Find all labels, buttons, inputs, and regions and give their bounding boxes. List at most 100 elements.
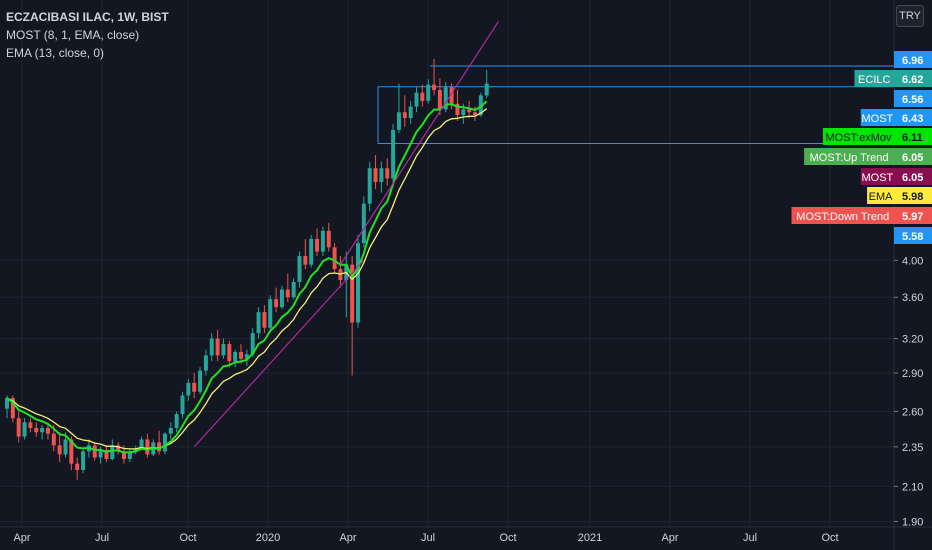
candle-body	[10, 398, 15, 419]
price-label-value: 6.43	[902, 113, 923, 125]
price-label-value-bg	[894, 90, 932, 107]
candle-body	[274, 299, 279, 308]
candle-body	[98, 449, 103, 458]
candle-body	[303, 255, 308, 265]
candle-body	[239, 351, 243, 359]
price-label: 6.62 ECILC	[854, 70, 932, 87]
horizontal-lines	[377, 65, 894, 144]
candle-body	[92, 445, 97, 458]
price-label-value-bg	[894, 207, 932, 224]
price-labels: 6.966.62ECILC6.566.43MOST6.11MOST:exMov6…	[791, 51, 932, 244]
candle-body	[127, 451, 132, 460]
candle-body	[168, 427, 173, 434]
candle-body	[186, 382, 191, 396]
price-label-name: ECILC	[858, 74, 890, 86]
candle-body	[285, 289, 290, 298]
candle-body	[221, 344, 226, 356]
candle-body	[192, 382, 197, 392]
candle-body	[437, 89, 442, 110]
candle-body	[408, 106, 413, 119]
candle-body	[63, 439, 68, 455]
candle-body	[309, 239, 314, 265]
candle-body	[16, 418, 21, 437]
price-label-value: 6.56	[902, 94, 923, 106]
candle-body	[145, 439, 150, 455]
price-label: 5.58	[894, 227, 932, 244]
candle-body	[104, 449, 109, 460]
candle-body	[420, 92, 425, 101]
x-tick-label: Oct	[499, 532, 516, 544]
candle-body	[385, 168, 390, 179]
price-label: 6.96	[894, 51, 932, 68]
candle-body	[432, 84, 437, 90]
candle-body	[180, 395, 185, 415]
price-label-value-bg	[894, 148, 932, 165]
legend-ema: EMA (13, close, 0)	[6, 46, 105, 60]
currency-button[interactable]: TRY	[896, 5, 924, 27]
price-label: 6.11 MOST:exMov	[823, 128, 932, 145]
candle-body	[28, 422, 33, 428]
candle-body	[484, 83, 489, 96]
chart-legend: ECZACIBASI ILAC, 1W, BIST MOST (8, 1, EM…	[6, 8, 169, 62]
x-tick-label: Apr	[661, 532, 678, 544]
candle-body	[198, 370, 203, 392]
candle-body	[443, 87, 448, 110]
y-tick-label: 3.60	[902, 292, 923, 304]
y-tick-label: 4.00	[902, 255, 923, 267]
candle-body	[110, 445, 115, 460]
candle-body	[279, 289, 284, 308]
candle-body	[291, 281, 296, 298]
candle-body	[133, 448, 138, 452]
legend-symbol: ECZACIBASI ILAC, 1W, BIST	[6, 10, 169, 24]
candle-body	[51, 433, 56, 446]
price-label-value-bg	[894, 51, 932, 68]
candle-body	[157, 442, 162, 452]
indicators	[6, 100, 488, 454]
price-label-value: 5.97	[902, 211, 923, 223]
price-label: 6.43 MOST	[860, 109, 932, 126]
candle-body	[455, 103, 460, 116]
candle-body	[69, 439, 74, 464]
candle-body	[40, 427, 45, 433]
candle-body	[75, 463, 80, 470]
price-label-name: MOST:exMov	[825, 132, 892, 144]
price-label-value: 6.96	[902, 55, 923, 67]
candle-body	[22, 422, 27, 437]
price-label: 5.98 EMA	[867, 187, 932, 204]
candle-body	[467, 109, 472, 113]
candle-body	[461, 109, 466, 116]
price-label-name-bg	[823, 128, 894, 145]
candle-body	[203, 355, 208, 371]
candle-body	[391, 129, 396, 179]
price-label-value: 6.05	[902, 172, 923, 184]
y-tick-label: 2.60	[902, 406, 923, 418]
candle-body	[262, 312, 267, 328]
y-tick-label: 1.90	[902, 516, 923, 528]
price-label-value-bg	[894, 128, 932, 145]
y-tick-label: 2.10	[902, 481, 923, 493]
candle-body	[373, 168, 378, 182]
price-label-value: 6.11	[902, 132, 923, 144]
candle-body	[367, 168, 372, 204]
price-label-name-bg	[860, 109, 894, 126]
x-tick-label: Apr	[13, 532, 30, 544]
price-label: 6.05 MOST:Up Trend	[804, 148, 932, 165]
candle-body	[356, 243, 360, 323]
candle-body	[473, 112, 477, 116]
price-label-name-bg	[791, 207, 894, 224]
candle-body	[57, 445, 62, 455]
price-label-name-bg	[854, 70, 894, 87]
candle-body	[250, 333, 255, 355]
candle-body	[449, 87, 454, 104]
x-tick-label: Jul	[743, 532, 757, 544]
price-label: 5.97 MOST:Down Trend	[791, 207, 932, 224]
candle-body	[45, 427, 50, 434]
candle-body	[34, 427, 39, 433]
candle-body	[162, 433, 167, 452]
price-label-value-bg	[894, 187, 932, 204]
candle-body	[81, 451, 86, 470]
price-label-value-bg	[894, 168, 932, 185]
price-label-value: 5.58	[902, 231, 923, 243]
